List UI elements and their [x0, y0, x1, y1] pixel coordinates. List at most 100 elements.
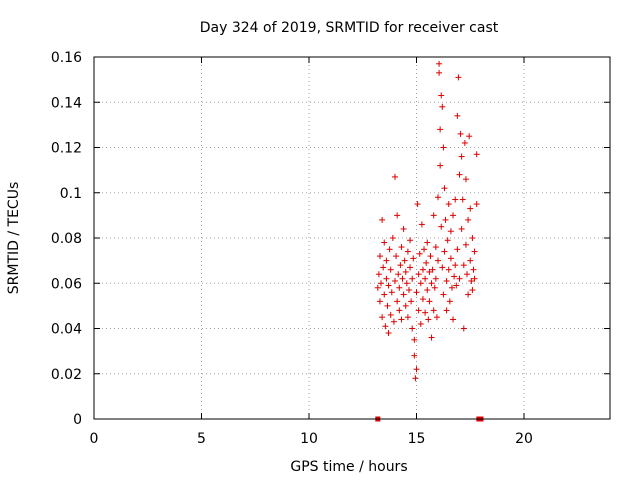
data-point [380, 264, 387, 271]
y-axis-label: SRMTID / TECUs [6, 182, 22, 295]
data-point [376, 253, 383, 260]
data-point [415, 307, 422, 314]
data-point [411, 336, 418, 343]
grid [94, 57, 610, 419]
data-point [430, 212, 437, 219]
data-point [381, 291, 388, 298]
y-tick-label: 0.12 [51, 141, 82, 157]
data-point [436, 69, 443, 76]
data-point [460, 325, 467, 332]
data-point [378, 280, 385, 287]
data-point [407, 237, 414, 244]
data-point [439, 103, 446, 110]
data-point [405, 287, 412, 294]
data-point [409, 275, 416, 282]
data-point [454, 112, 461, 119]
data-point [435, 257, 441, 264]
data-point [433, 314, 440, 321]
data-point [418, 221, 425, 228]
x-axis: 0 5 10 15 20 [90, 57, 533, 447]
data-point [400, 291, 407, 298]
data-point [415, 271, 422, 278]
data-point [414, 201, 421, 208]
data-point [471, 275, 478, 282]
y-tick-label: 0.14 [51, 95, 82, 111]
data-point [455, 74, 462, 81]
data-point [384, 302, 391, 309]
data-point [451, 273, 458, 280]
data-point [470, 266, 477, 273]
data-point [419, 296, 426, 303]
data-point [402, 302, 409, 309]
data-point [428, 334, 435, 341]
y-tick-label: 0.08 [51, 231, 82, 247]
data-point [403, 280, 410, 287]
data-point [454, 246, 461, 253]
data-point [445, 201, 452, 208]
data-point [389, 235, 396, 241]
data-point [464, 271, 471, 278]
data-point [390, 318, 397, 325]
x-tick-label: 0 [90, 431, 99, 447]
y-tick-label: 0.02 [51, 367, 82, 383]
data-point [392, 173, 398, 180]
data-point [426, 298, 433, 305]
data-point [438, 223, 445, 230]
data-point [402, 268, 409, 275]
data-point [394, 298, 401, 305]
data-point [407, 264, 414, 271]
data-point [386, 246, 393, 253]
data-point [382, 323, 389, 330]
y-axis: 0 0.02 0.04 0.06 0.08 0.1 0.12 0.14 0.16 [51, 50, 610, 428]
x-tick-label: 20 [515, 431, 533, 447]
y-tick-label: 0.06 [51, 276, 82, 292]
data-point [376, 298, 383, 305]
data-point [431, 284, 438, 291]
data-point [409, 325, 416, 332]
data-point [412, 375, 419, 382]
x-tick-label: 15 [408, 431, 426, 447]
data-point [428, 280, 435, 287]
data-point [473, 201, 480, 208]
y-tick-label: 0.16 [51, 50, 82, 66]
data-point [469, 235, 476, 241]
data-point [467, 205, 474, 212]
data-point [432, 275, 439, 282]
data-point [397, 262, 404, 269]
data-point [411, 352, 418, 359]
data-point [465, 216, 472, 223]
plot-frame [93, 56, 611, 420]
data-point [383, 257, 390, 264]
data-point [430, 307, 437, 314]
data-point [381, 239, 388, 246]
data-point [404, 248, 411, 255]
data-point [452, 262, 459, 269]
data-point [394, 212, 401, 219]
data-point [396, 307, 403, 314]
data-point [446, 298, 453, 305]
data-point [393, 253, 400, 260]
data-point [465, 291, 472, 298]
data-point [458, 225, 465, 232]
data-point [374, 284, 381, 291]
data-point [388, 289, 395, 296]
data-point [379, 216, 386, 223]
data-point [426, 268, 433, 275]
data-point [387, 266, 394, 273]
data-point [440, 144, 447, 151]
data-point [450, 212, 457, 219]
data-point [447, 228, 454, 235]
data-point [456, 275, 463, 282]
data-point [427, 253, 434, 260]
data-point [441, 185, 448, 192]
data-point [387, 311, 394, 318]
data-point [398, 244, 405, 251]
x-tick-label: 10 [300, 431, 318, 447]
data-point [462, 176, 469, 183]
data-points [374, 60, 484, 422]
data-point [437, 126, 444, 133]
data-point [468, 277, 475, 284]
data-point [448, 284, 455, 291]
data-point [457, 130, 464, 137]
